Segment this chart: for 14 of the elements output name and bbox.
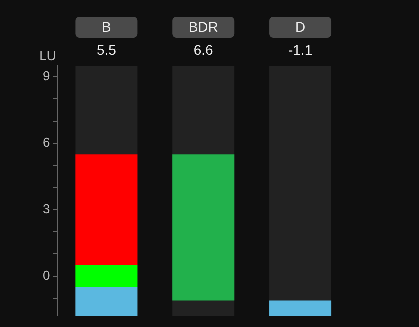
- bar: [76, 287, 138, 316]
- x-tick-label: BDR: [188, 18, 218, 35]
- bar: [76, 265, 138, 288]
- x-tick-label: D: [295, 18, 306, 35]
- text: -1.1: [288, 42, 313, 58]
- y-axis-title: LU: [40, 48, 56, 64]
- y-tick-label: 3: [42, 202, 50, 216]
- x-tick-label: B: [102, 18, 112, 35]
- text: 5.5: [96, 42, 117, 58]
- y-tick-label: 6: [42, 135, 50, 150]
- y-tick-label: 9: [42, 68, 50, 84]
- bar: [270, 300, 332, 316]
- text: 6.6: [194, 42, 214, 58]
- y-tick-label: 0: [42, 268, 50, 283]
